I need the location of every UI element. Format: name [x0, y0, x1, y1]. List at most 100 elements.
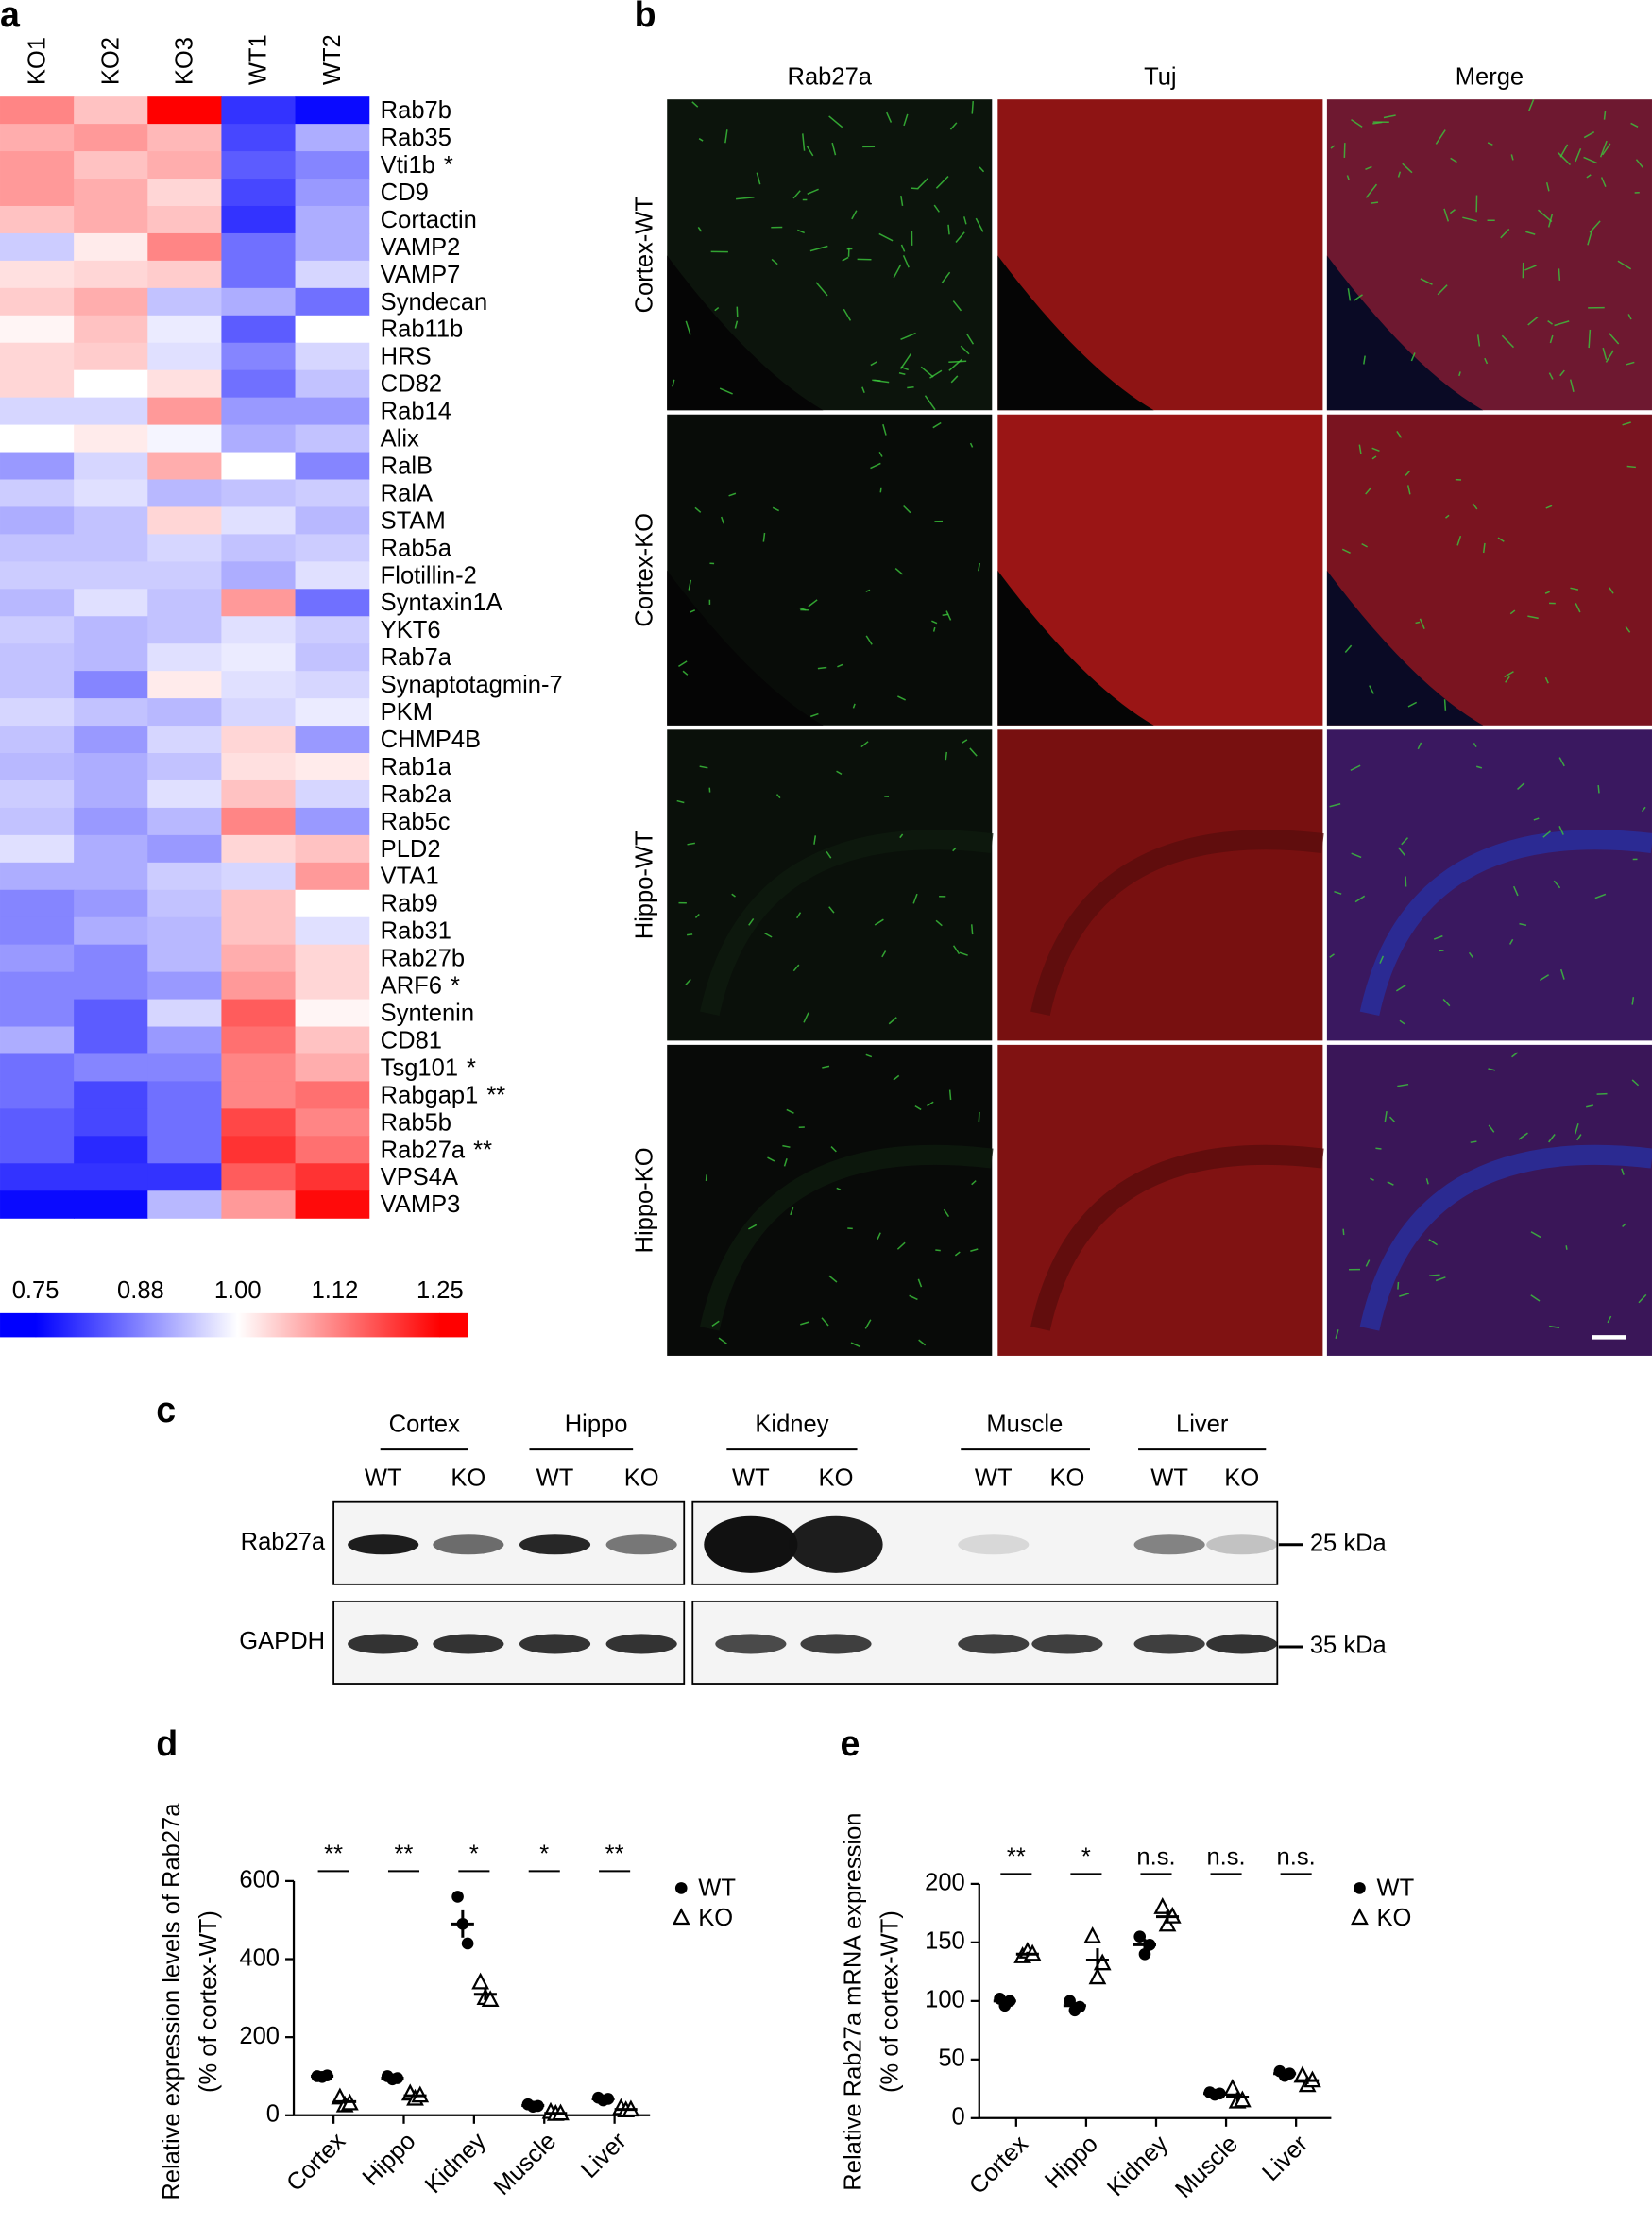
lane-label: KO — [1049, 1464, 1084, 1491]
y-tick-label: 150 — [925, 1928, 965, 1955]
row-label: CD9 — [381, 180, 429, 206]
heat-cell — [295, 1190, 370, 1219]
row-name: Rabgap1 — [381, 1082, 479, 1108]
row-label: Rab1a — [381, 754, 452, 780]
heat-cell — [295, 1136, 370, 1164]
row-label: VTA1 — [381, 863, 439, 889]
heat-cell — [74, 397, 148, 426]
band — [348, 1534, 419, 1555]
heat-cell — [295, 232, 370, 262]
heat-cell — [74, 1026, 148, 1055]
heat-cell — [295, 534, 370, 562]
heat-cell — [221, 452, 297, 481]
heat-cell — [0, 479, 75, 508]
heat-cell — [221, 916, 297, 946]
y-axis-title: Relative expression levels of Rab27a — [159, 1803, 185, 2200]
heat-cell — [147, 534, 223, 562]
size-marker: 35 kDa — [1310, 1633, 1388, 1659]
heat-cell — [0, 807, 75, 836]
heat-cell — [0, 96, 75, 125]
y-tick-label: 200 — [925, 1870, 965, 1896]
heat-cell — [295, 589, 370, 617]
row-name: Rab7a — [381, 644, 452, 671]
heat-cell — [0, 589, 75, 617]
heat-cell — [147, 205, 223, 234]
significance: n.s. — [1277, 1844, 1316, 1871]
row-name: Rab9 — [381, 890, 438, 916]
heat-cell — [74, 589, 148, 617]
x-tick-label: Liver — [576, 2128, 632, 2183]
heat-cell — [295, 1108, 370, 1137]
tissue-edge — [667, 255, 824, 411]
tissue-edge — [997, 571, 1154, 726]
heat-cell — [147, 260, 223, 289]
row-name: Tsg101 — [381, 1054, 458, 1081]
heat-cell — [74, 232, 148, 262]
heat-cell — [0, 260, 75, 289]
image-row-label: Hippo-KO — [631, 1147, 657, 1253]
tissue-edge — [1326, 571, 1484, 726]
row-label: Rab11b — [381, 316, 464, 342]
heat-cell — [0, 397, 75, 426]
row-name: CD9 — [381, 180, 429, 206]
row-name: ARF6 — [381, 972, 442, 999]
colorbar-tick-label: 1.00 — [214, 1277, 262, 1304]
heat-cell — [74, 779, 148, 809]
heat-cell — [0, 151, 75, 180]
band — [715, 1634, 787, 1654]
heat-cell — [74, 151, 148, 180]
lane-label: WT — [1150, 1464, 1188, 1491]
row-name: Rab5a — [381, 535, 452, 561]
heat-cell — [74, 506, 148, 535]
row-label: Alix — [381, 425, 419, 452]
heat-cell — [221, 779, 297, 809]
hippocampus-band — [700, 830, 994, 1017]
heat-cell — [295, 726, 370, 754]
heat-cell — [0, 342, 75, 371]
x-tick-label: Liver — [1257, 2131, 1313, 2186]
point — [1088, 1967, 1107, 1985]
colorbar-end — [0, 1312, 37, 1338]
row-name: Cortactin — [381, 207, 477, 233]
heat-cell — [295, 561, 370, 590]
panel-label: b — [635, 0, 656, 34]
blot-group-label: Muscle — [986, 1411, 1063, 1437]
heat-cell — [221, 151, 297, 180]
row-name: Rab5b — [381, 1109, 451, 1136]
size-marker: 25 kDa — [1310, 1531, 1388, 1557]
row-name: CD81 — [381, 1027, 442, 1053]
significance: n.s. — [1206, 1844, 1245, 1871]
heat-cell — [295, 944, 370, 973]
y-axis-title: (% of cortex-WT) — [196, 1910, 222, 2093]
band — [704, 1515, 798, 1573]
row-label: Rab27a ** — [381, 1137, 492, 1163]
row-label: Cortactin — [381, 207, 477, 233]
heat-cell — [221, 1053, 297, 1083]
y-tick-label: 50 — [938, 2046, 964, 2072]
image-row-label: Hippo-WT — [631, 830, 657, 939]
row-name: Rab1a — [381, 754, 452, 780]
band — [1133, 1634, 1205, 1654]
point — [1064, 1995, 1076, 2008]
heat-cell — [295, 506, 370, 535]
x-tick-label: Hippo — [1040, 2131, 1103, 2194]
band — [1206, 1534, 1278, 1555]
heat-cell — [147, 561, 223, 590]
row-label: Rab2a — [381, 781, 452, 808]
heat-cell — [295, 342, 370, 371]
row-name: Syntaxin1A — [381, 590, 502, 616]
heat-cell — [147, 124, 223, 152]
row-label: Rab5b — [381, 1109, 451, 1136]
row-label: CD82 — [381, 370, 442, 397]
significance: ** — [1007, 1844, 1026, 1871]
heat-cell — [147, 616, 223, 644]
y-tick-label: 200 — [239, 2023, 280, 2049]
heat-cell — [147, 397, 223, 426]
image-column-label: Merge — [1456, 63, 1524, 90]
heat-cell — [0, 179, 75, 207]
blot-group-label: Kidney — [755, 1411, 828, 1437]
heat-cell — [74, 1136, 148, 1164]
point — [1223, 2079, 1242, 2096]
column-label: WT2 — [319, 34, 346, 85]
panel-label: d — [156, 1723, 178, 1763]
